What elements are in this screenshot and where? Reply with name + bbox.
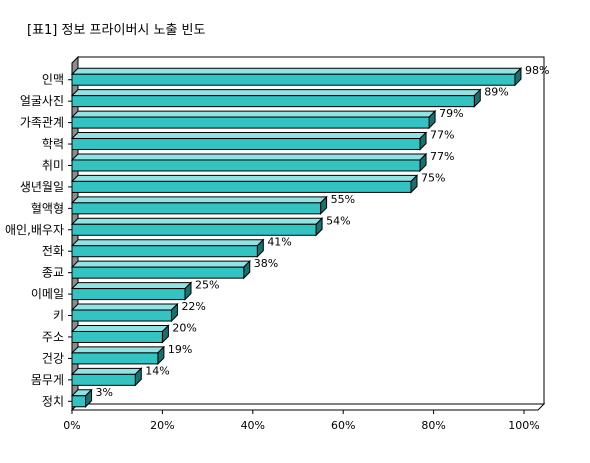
category-label: 인맥 [42, 73, 64, 87]
x-tick-label: 40% [241, 419, 265, 432]
value-label: 14% [145, 364, 169, 377]
chart-title: [표1] 정보 프라이버시 노출 빈도 [27, 23, 206, 38]
bar [71, 138, 421, 151]
value-label: 89% [484, 86, 508, 99]
bar-top-face [70, 324, 170, 332]
bar-top-face [70, 217, 324, 225]
category-label: 생년월일 [20, 180, 64, 194]
bar-top-face [70, 303, 179, 311]
bar-top-face [70, 153, 428, 161]
bar-top-face [70, 239, 265, 247]
x-tick-label: 80% [421, 419, 445, 432]
bar-top-face [70, 282, 193, 290]
value-label: 22% [181, 300, 205, 313]
bar-top-face [70, 89, 482, 97]
category-label: 키 [53, 309, 64, 323]
bar-top-face [70, 196, 328, 204]
category-label: 학력 [42, 137, 64, 151]
bar [71, 288, 186, 301]
bar-top-face [70, 346, 166, 354]
category-label: 애인,배우자 [5, 223, 64, 237]
bar [71, 223, 317, 236]
bar [71, 180, 412, 193]
category-label: 몸무게 [31, 373, 64, 387]
bar [71, 330, 163, 343]
bar [71, 159, 421, 172]
x-tick-label: 0% [63, 419, 80, 432]
bar [71, 266, 245, 279]
category-label: 건강 [42, 351, 64, 365]
value-label: 55% [331, 193, 355, 206]
value-label: 77% [430, 150, 454, 163]
value-label: 77% [430, 129, 454, 142]
bar [71, 352, 159, 365]
category-label: 종교 [42, 266, 64, 280]
bar-top-face [70, 67, 523, 75]
value-label: 98% [525, 64, 549, 77]
category-label: 이메일 [31, 287, 64, 301]
value-label: 75% [421, 171, 445, 184]
x-tick-label: 20% [150, 419, 174, 432]
category-label: 혈액형 [31, 201, 64, 215]
bar [71, 245, 258, 258]
bar-top-face [70, 260, 251, 268]
category-label: 전화 [42, 244, 64, 258]
value-label: 41% [267, 236, 291, 249]
category-label: 가족관계 [20, 116, 64, 130]
value-label: 20% [172, 321, 196, 334]
x-tick-label: 60% [331, 419, 355, 432]
x-tick-label: 100% [508, 419, 539, 432]
category-label: 얼굴사진 [20, 94, 64, 108]
bar-top-face [70, 174, 419, 182]
category-label: 정치 [42, 394, 64, 408]
bar-top-face [70, 110, 437, 118]
value-label: 3% [96, 386, 113, 399]
bar-top-face [70, 367, 143, 375]
value-label: 54% [326, 214, 350, 227]
bar [71, 309, 172, 322]
value-label: 19% [168, 343, 192, 356]
bar [71, 395, 87, 408]
category-label: 주소 [42, 330, 64, 344]
value-label: 25% [195, 279, 219, 292]
value-label: 79% [439, 107, 463, 120]
bar [71, 202, 322, 215]
bar [71, 73, 516, 86]
bar [71, 373, 136, 386]
bar [71, 116, 430, 129]
bar-top-face [70, 132, 428, 140]
category-label: 취미 [42, 158, 64, 172]
plot-floor [70, 403, 546, 411]
bar [71, 95, 475, 108]
value-label: 38% [254, 257, 278, 270]
